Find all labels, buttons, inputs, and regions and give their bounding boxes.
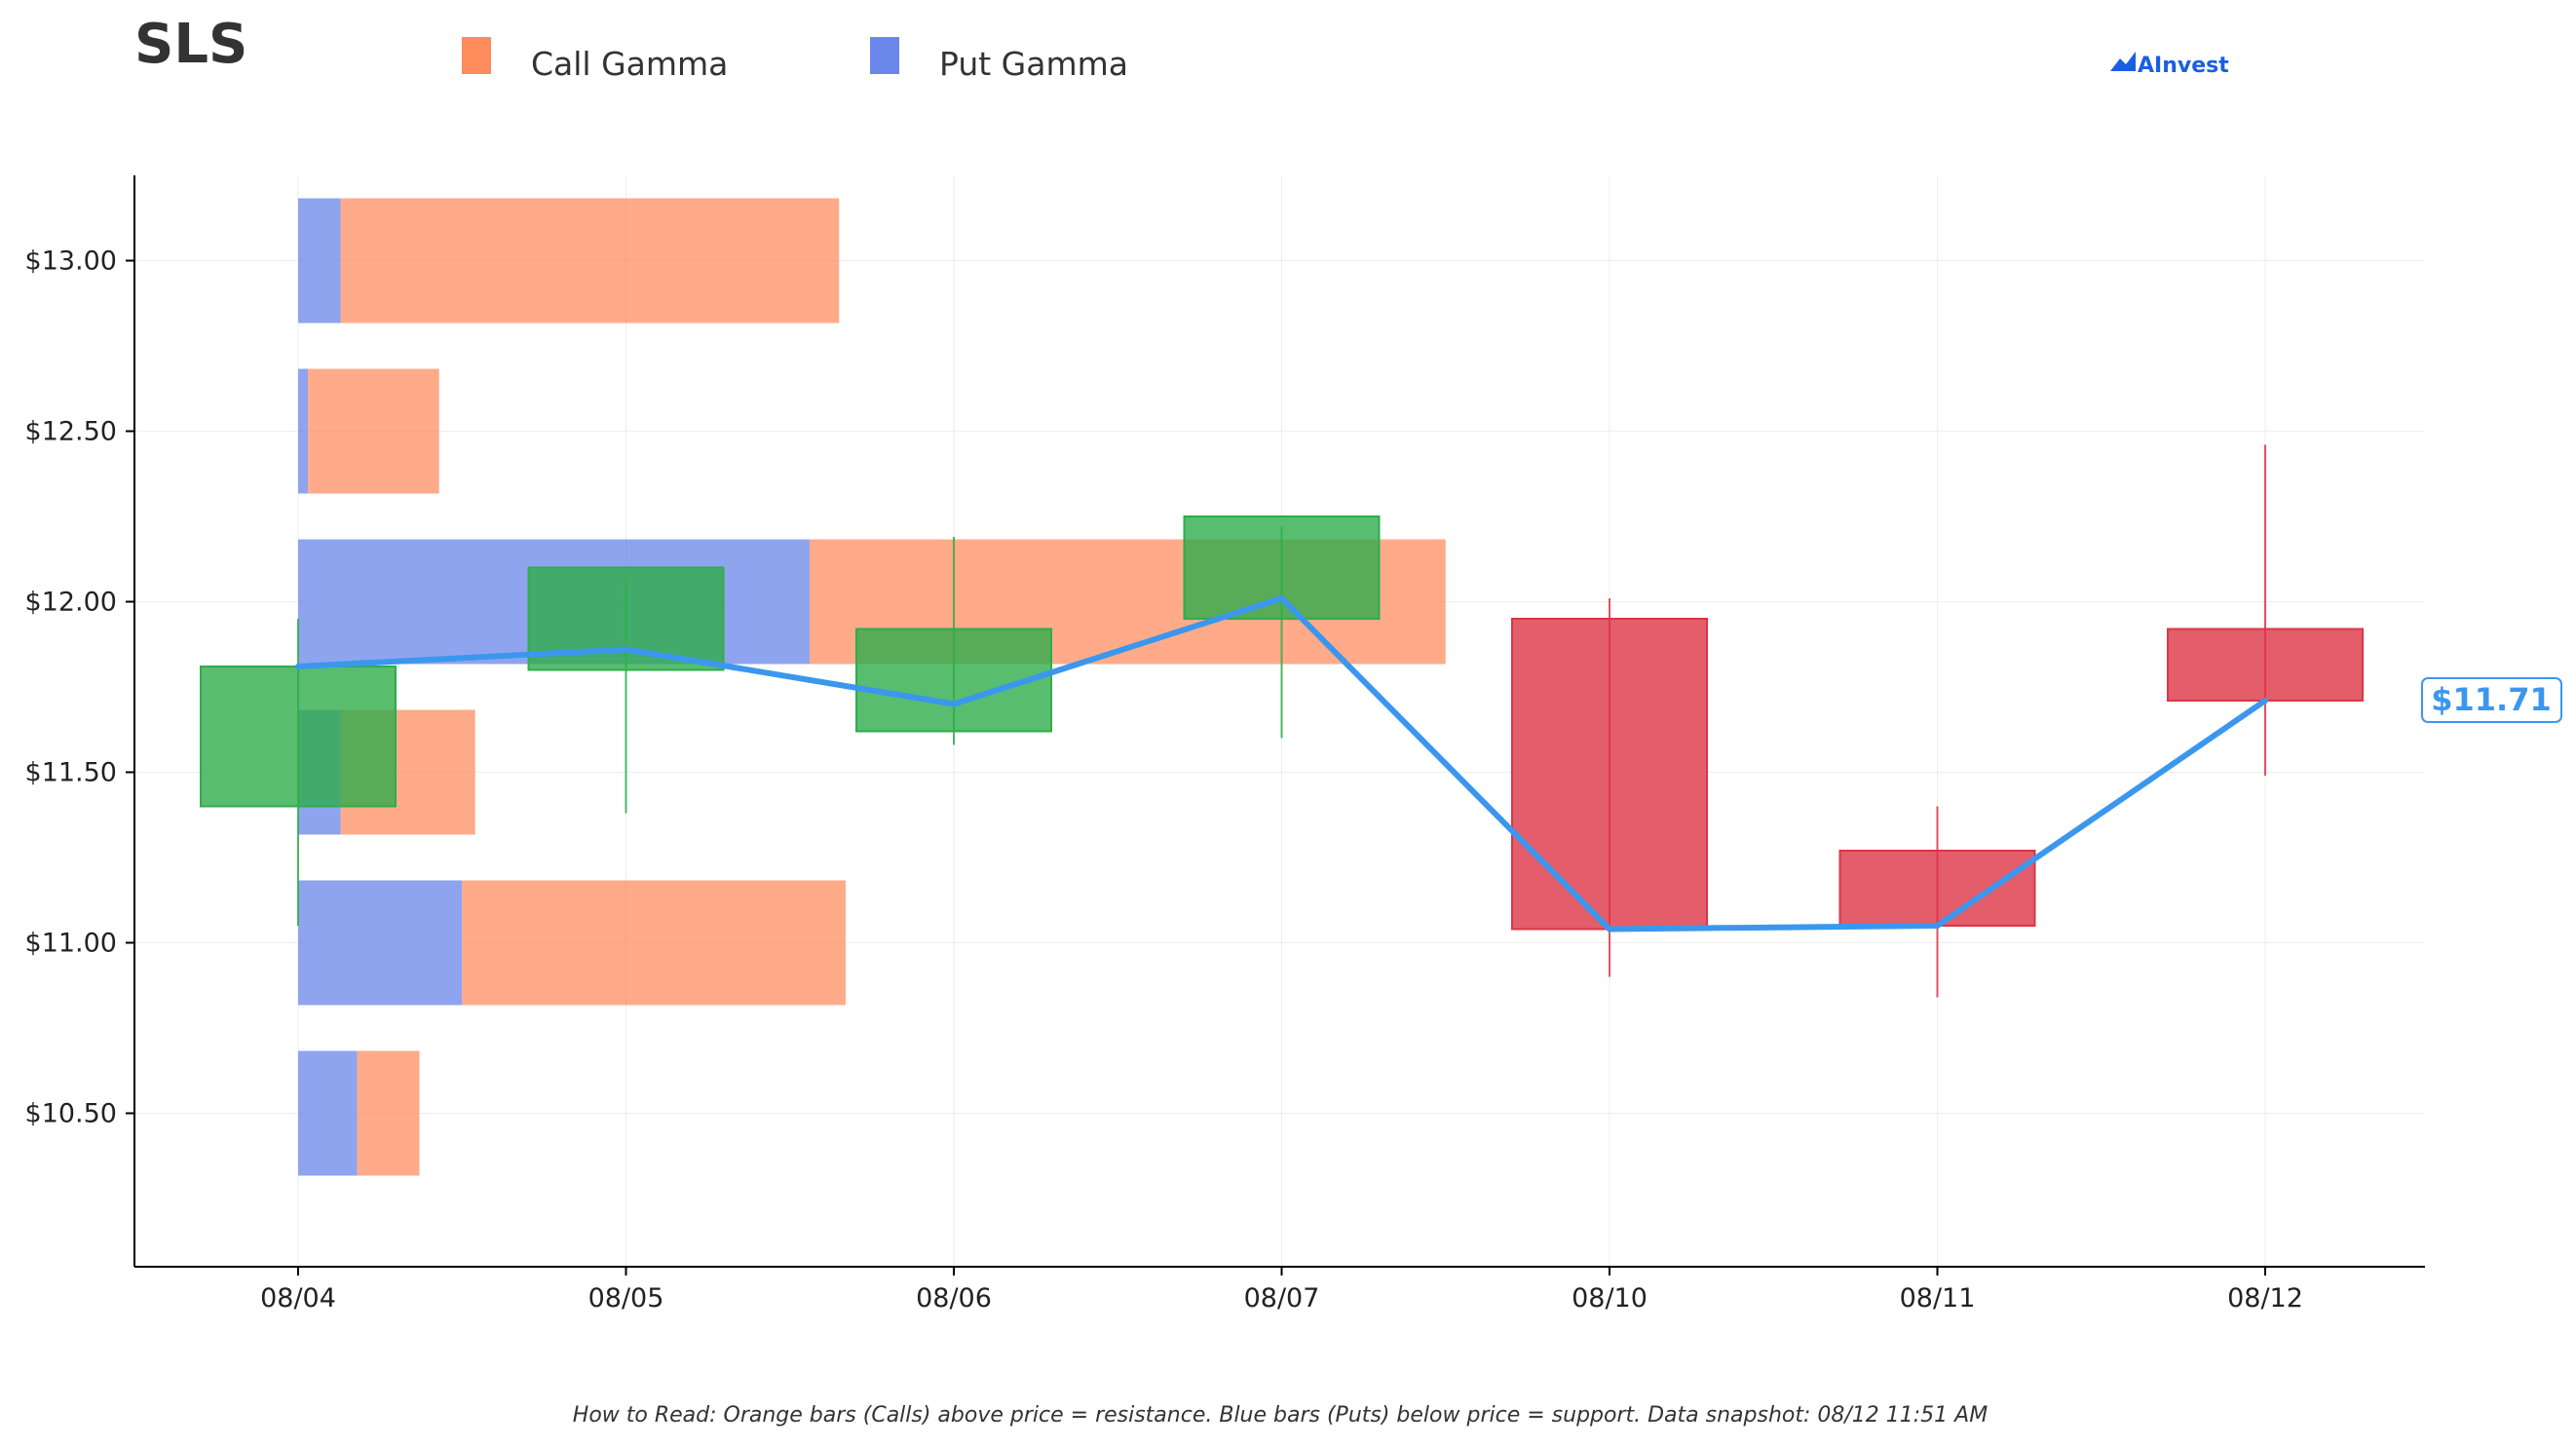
put-gamma-bar <box>298 880 463 1006</box>
call-gamma-bar <box>340 198 840 324</box>
logo-chart-icon <box>2110 52 2136 71</box>
y-tick-label: $12.00 <box>25 588 117 618</box>
price-line-layer <box>295 595 2268 933</box>
legend-put-swatch <box>870 37 899 74</box>
candle-body <box>1183 515 1381 620</box>
price-badge-box <box>2421 677 2562 723</box>
x-tick-label: 08/11 <box>1900 1283 1976 1314</box>
candle-body <box>1511 618 1708 931</box>
y-tick-label: $12.50 <box>25 417 117 447</box>
put-gamma-bar <box>298 1050 358 1176</box>
call-gamma-bar <box>308 368 439 494</box>
x-tick-label: 08/04 <box>260 1283 336 1314</box>
x-tick-label: 08/12 <box>2227 1283 2303 1314</box>
y-tick-label: $11.50 <box>25 758 117 788</box>
current-price-badge: $11.71 <box>2421 677 2562 723</box>
ticker-title: SLS <box>134 13 247 76</box>
brand-label: AInvest <box>2138 54 2229 78</box>
put-gamma-bar <box>298 198 341 324</box>
y-tick-label: $11.00 <box>25 929 117 959</box>
price-line <box>295 595 2268 933</box>
put-gamma-bar <box>298 368 309 494</box>
footer-note: How to Read: Orange bars (Calls) above p… <box>573 1403 1988 1428</box>
y-tick-label: $13.00 <box>25 247 117 277</box>
x-tick-label: 08/07 <box>1244 1283 1320 1314</box>
candle-body <box>200 666 397 808</box>
legend: Call Gamma Put Gamma <box>462 37 1128 83</box>
legend-call-label: Call Gamma <box>531 45 728 83</box>
call-gamma-bar <box>357 1050 420 1176</box>
candle-body <box>1838 850 2036 927</box>
axes: $10.50 $11.00 $11.50 $12.00 $12.50 $13.00 08/0… <box>25 175 2425 1314</box>
x-tick-label: 08/06 <box>916 1283 992 1314</box>
price-badge-label: $11.71 <box>2431 681 2551 718</box>
legend-call-swatch <box>462 37 491 74</box>
x-tick-label: 08/10 <box>1572 1283 1648 1314</box>
candles <box>200 444 2364 998</box>
grid <box>134 175 2425 1267</box>
call-gamma-bar <box>462 880 846 1006</box>
ainvest-logo: AInvest <box>2110 52 2229 78</box>
x-tick-label: 08/05 <box>588 1283 664 1314</box>
legend-put-label: Put Gamma <box>939 45 1128 83</box>
y-tick-label: $10.50 <box>25 1099 117 1129</box>
candle-body <box>2167 628 2364 702</box>
